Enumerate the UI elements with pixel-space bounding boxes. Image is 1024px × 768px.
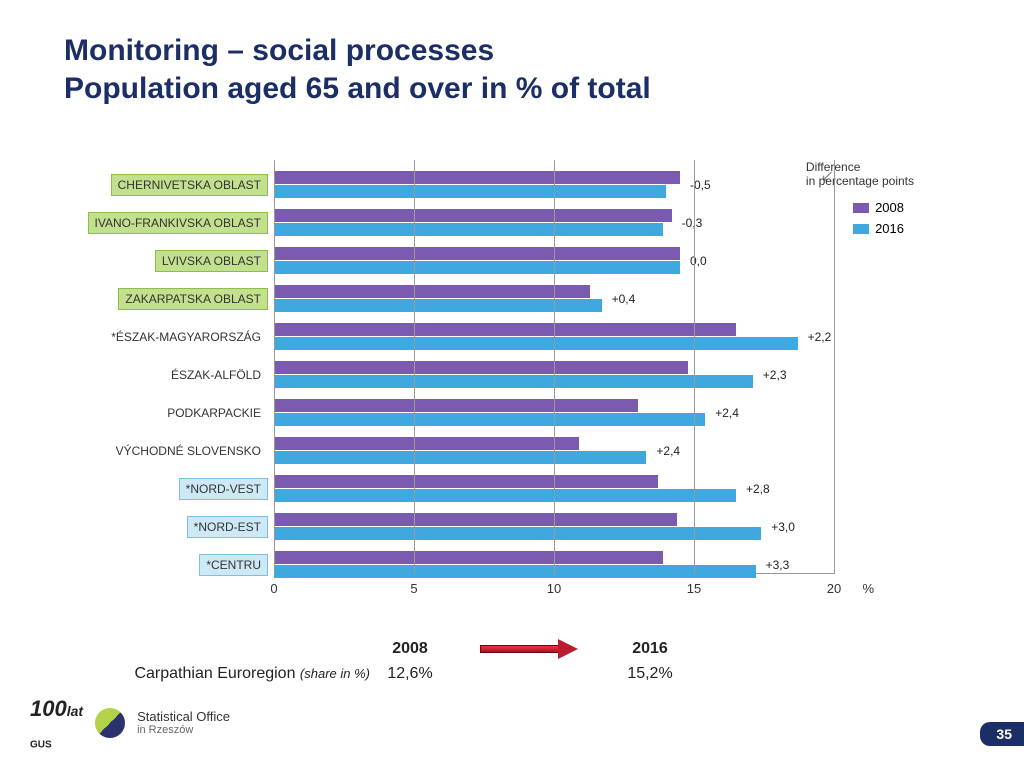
bar-2008: [274, 475, 658, 488]
summary-row: 2008 2016 Carpathian Euroregion (share i…: [100, 640, 800, 683]
legend-swatch-2016: [853, 224, 869, 234]
legend-label-2008: 2008: [875, 200, 904, 215]
bar-2008: [274, 437, 579, 450]
difference-value: +3,0: [771, 520, 795, 534]
bar-2016: [274, 527, 761, 540]
statistical-office-icon: [95, 708, 125, 738]
x-tick-label: 20: [827, 581, 841, 596]
legend-label-2016: 2016: [875, 221, 904, 236]
bar-2016: [274, 261, 680, 274]
gus-100-logo: 100lat GUS: [30, 696, 83, 750]
difference-value: +2,8: [746, 482, 770, 496]
category-label: VÝCHODNÉ SLOVENSKO: [109, 440, 268, 462]
category-label: *ÉSZAK-MAGYARORSZÁG: [104, 326, 268, 348]
difference-value: +2,4: [715, 406, 739, 420]
gridline: [554, 160, 555, 574]
difference-value: 0,0: [690, 254, 707, 268]
category-label: *NORD-VEST: [179, 478, 268, 500]
bar-2016: [274, 299, 602, 312]
page-number-badge: 35: [980, 722, 1024, 746]
category-label: CHERNIVETSKA OBLAST: [111, 174, 268, 196]
bar-2008: [274, 171, 680, 184]
x-tick-label: 15: [687, 581, 701, 596]
bar-2016: [274, 451, 646, 464]
title-line-2: Population aged 65 and over in % of tota…: [64, 70, 984, 108]
x-tick-label: 5: [410, 581, 417, 596]
bar-2016: [274, 489, 736, 502]
category-label: ZAKARPATSKA OBLAST: [118, 288, 268, 310]
legend-2008: 2008: [853, 200, 904, 215]
bar-2008: [274, 323, 736, 336]
category-label: LVIVSKA OBLAST: [155, 250, 268, 272]
legend-2016: 2016: [853, 221, 904, 236]
category-label: ÉSZAK-ALFÖLD: [164, 364, 268, 386]
legend-years: 2008 2016: [853, 200, 904, 242]
arrow-right-icon: [480, 640, 580, 658]
bar-2008: [274, 399, 638, 412]
summary-value-2016: 15,2%: [610, 665, 690, 683]
summary-header-2008: 2008: [370, 640, 450, 663]
category-label: PODKARPACKIE: [160, 402, 268, 424]
chart-plot-area: % CHERNIVETSKA OBLAST-0,5IVANO-FRANKIVSK…: [274, 160, 834, 592]
bar-2016: [274, 413, 705, 426]
gridline: [694, 160, 695, 574]
gridline: [274, 160, 275, 574]
summary-arrow: [450, 640, 610, 663]
statistical-office-label: Statistical Office in Rzeszów: [137, 710, 230, 736]
summary-region-label: Carpathian Euroregion (share in %): [100, 665, 370, 683]
bar-2016: [274, 375, 753, 388]
x-tick-label: 0: [270, 581, 277, 596]
gridline: [414, 160, 415, 574]
bar-2008: [274, 513, 677, 526]
bar-2008: [274, 247, 680, 260]
summary-value-2008: 12,6%: [370, 665, 450, 683]
bar-2016: [274, 223, 663, 236]
title-line-1: Monitoring – social processes: [64, 32, 984, 70]
difference-value: +2,3: [763, 368, 787, 382]
difference-value: +0,4: [612, 292, 636, 306]
bar-2008: [274, 285, 590, 298]
difference-value: +2,4: [656, 444, 680, 458]
chart-container: ↙ Difference in percentage points 2008 2…: [64, 160, 964, 618]
category-label: *CENTRU: [199, 554, 268, 576]
x-tick-label: 10: [547, 581, 561, 596]
footer-logos: 100lat GUS Statistical Office in Rzeszów: [30, 696, 230, 750]
bar-2016: [274, 337, 798, 350]
bar-2008: [274, 361, 688, 374]
x-axis-unit: %: [862, 581, 874, 596]
bar-2016: [274, 185, 666, 198]
difference-value: +2,2: [808, 330, 832, 344]
summary-header-2016: 2016: [610, 640, 690, 663]
bar-2016: [274, 565, 756, 578]
legend-swatch-2008: [853, 203, 869, 213]
difference-value: -0,3: [682, 216, 703, 230]
category-label: *NORD-EST: [187, 516, 268, 538]
bar-2008: [274, 209, 672, 222]
category-label: IVANO-FRANKIVSKA OBLAST: [88, 212, 269, 234]
gridline: [834, 160, 835, 574]
slide-title: Monitoring – social processes Population…: [64, 32, 984, 107]
bar-2008: [274, 551, 663, 564]
difference-value: +3,3: [766, 558, 790, 572]
